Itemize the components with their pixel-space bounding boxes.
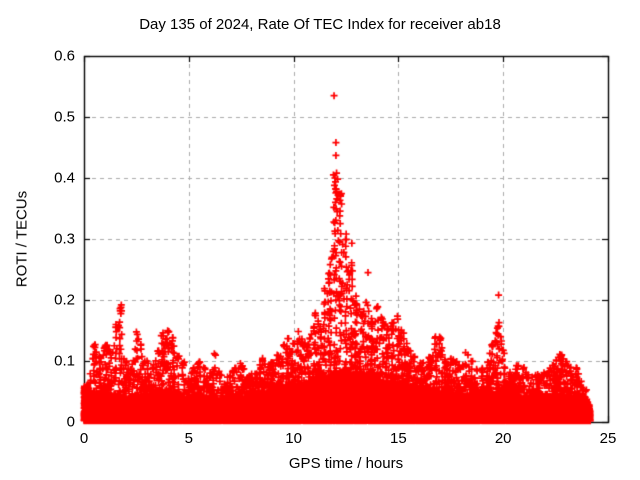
x-tick-label: 0 — [79, 430, 89, 447]
y-tick-label: 0.3 — [54, 230, 75, 248]
y-tick-label: 0.2 — [54, 291, 75, 309]
x-axis-label: GPS time / hours — [288, 455, 404, 472]
x-tick-label: 25 — [599, 430, 617, 447]
x-tick-label: 10 — [285, 430, 302, 447]
y-tick-label: 0.4 — [54, 169, 75, 187]
y-tick-label: 0.6 — [54, 47, 75, 65]
y-tick-label: 0 — [66, 413, 75, 431]
x-tick-label: 15 — [390, 430, 407, 447]
y-tick-label: 0.1 — [54, 352, 75, 370]
x-tick-label: 20 — [494, 430, 512, 447]
y-tick-label: 0.5 — [54, 108, 75, 126]
chart-title: Day 135 of 2024, Rate Of TEC Index for r… — [139, 16, 501, 33]
x-tick-label: 5 — [184, 430, 193, 447]
